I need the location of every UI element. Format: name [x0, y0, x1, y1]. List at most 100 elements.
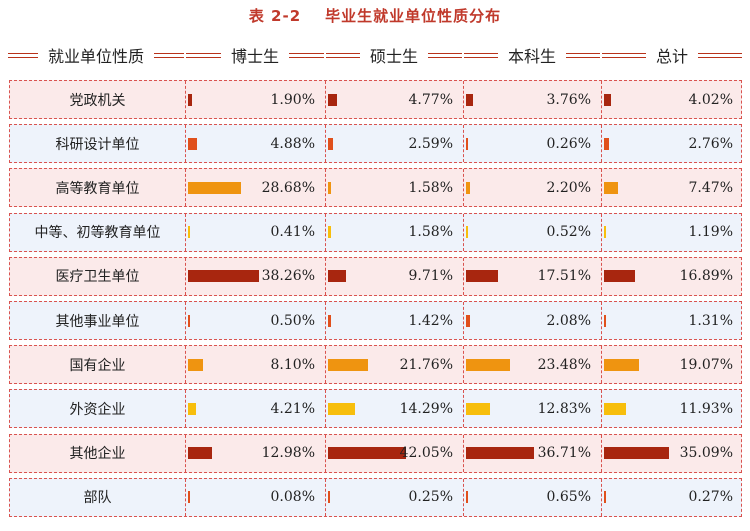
- table-row: 科研设计单位 4.88% 2.59% 0.26% 2.76%: [9, 124, 743, 164]
- bachelor-bar: [466, 270, 498, 283]
- phd-bar: [188, 270, 259, 283]
- category-cell: 其他事业单位: [10, 302, 186, 339]
- bachelor-cell: 36.71%: [464, 434, 602, 472]
- master-bar: [328, 137, 333, 150]
- total-cell: 0.27%: [602, 479, 743, 516]
- master-bar: [328, 314, 331, 327]
- master-cell: 1.58%: [326, 213, 464, 251]
- master-cell: 21.76%: [326, 346, 464, 384]
- category-cell: 外资企业: [10, 390, 186, 428]
- total-percentage: 19.07%: [679, 356, 733, 373]
- master-percentage: 2.59%: [408, 135, 453, 152]
- category-cell: 其他企业: [10, 434, 186, 472]
- total-bar: [604, 181, 618, 194]
- bachelor-percentage: 17.51%: [537, 268, 591, 285]
- master-percentage: 42.05%: [399, 445, 453, 462]
- category-cell: 国有企业: [10, 346, 186, 384]
- master-cell: 42.05%: [326, 434, 464, 472]
- total-bar: [604, 137, 609, 150]
- total-bar: [604, 93, 611, 106]
- category-cell: 中等、初等教育单位: [10, 213, 186, 251]
- category-cell: 党政机关: [10, 81, 186, 118]
- bachelor-bar: [466, 181, 470, 194]
- bachelor-cell: 2.08%: [464, 302, 602, 339]
- total-cell: 16.89%: [602, 258, 743, 295]
- phd-percentage: 4.88%: [270, 135, 315, 152]
- phd-cell: 0.08%: [186, 478, 326, 516]
- phd-bar: [188, 314, 190, 327]
- master-cell: 0.25%: [326, 478, 464, 516]
- phd-percentage: 8.10%: [270, 356, 315, 373]
- phd-cell: 12.98%: [186, 434, 326, 472]
- master-percentage: 1.42%: [408, 312, 453, 329]
- bachelor-bar: [466, 402, 490, 415]
- bachelor-percentage: 2.20%: [546, 179, 591, 196]
- master-cell: 9.71%: [326, 257, 464, 295]
- total-cell: 1.19%: [602, 214, 743, 251]
- table-title-text: 毕业生就业单位性质分布: [325, 7, 502, 25]
- phd-cell: 38.26%: [186, 257, 326, 295]
- total-cell: 2.76%: [602, 125, 743, 162]
- bachelor-bar: [466, 358, 510, 371]
- master-bar: [328, 447, 406, 460]
- master-percentage: 9.71%: [408, 268, 453, 285]
- total-cell: 4.02%: [602, 81, 743, 118]
- table-header: 就业单位性质 博士生 硕士生 本科生 总计: [8, 41, 743, 69]
- phd-percentage: 0.50%: [270, 312, 315, 329]
- header-bachelor-label: 本科生: [508, 47, 557, 66]
- bachelor-bar: [466, 491, 468, 504]
- total-cell: 35.09%: [602, 435, 743, 472]
- bachelor-bar: [466, 447, 534, 460]
- phd-bar: [188, 93, 192, 106]
- phd-percentage: 4.21%: [270, 400, 315, 417]
- phd-cell: 8.10%: [186, 346, 326, 384]
- bachelor-cell: 0.26%: [464, 125, 602, 163]
- phd-bar: [188, 181, 241, 194]
- phd-cell: 28.68%: [186, 169, 326, 207]
- header-phd: 博士生: [186, 41, 325, 69]
- table-row: 外资企业 4.21% 14.29% 12.83% 11.93%: [9, 389, 743, 429]
- phd-percentage: 38.26%: [261, 268, 315, 285]
- bachelor-bar: [466, 226, 468, 239]
- phd-cell: 1.90%: [186, 81, 326, 118]
- bachelor-cell: 0.65%: [464, 478, 602, 516]
- total-cell: 7.47%: [602, 169, 743, 206]
- total-cell: 1.31%: [602, 302, 743, 339]
- total-percentage: 4.02%: [688, 91, 733, 108]
- bachelor-percentage: 3.76%: [546, 91, 591, 108]
- total-bar: [604, 447, 669, 460]
- total-cell: 19.07%: [602, 346, 743, 383]
- master-bar: [328, 270, 346, 283]
- bachelor-cell: 2.20%: [464, 169, 602, 207]
- total-bar: [604, 314, 606, 327]
- master-cell: 14.29%: [326, 390, 464, 428]
- total-percentage: 1.31%: [688, 312, 733, 329]
- master-percentage: 1.58%: [408, 179, 453, 196]
- bachelor-bar: [466, 314, 470, 327]
- table-row: 中等、初等教育单位 0.41% 1.58% 0.52% 1.19%: [9, 212, 743, 252]
- master-bar: [328, 226, 331, 239]
- table-title: 表 2-2 毕业生就业单位性质分布: [0, 5, 750, 26]
- master-cell: 2.59%: [326, 125, 464, 163]
- total-percentage: 1.19%: [688, 224, 733, 241]
- header-category-label: 就业单位性质: [48, 47, 145, 66]
- master-cell: 1.42%: [326, 302, 464, 339]
- header-bachelor: 本科生: [464, 41, 601, 69]
- master-bar: [328, 402, 355, 415]
- bachelor-cell: 23.48%: [464, 346, 602, 384]
- bachelor-bar: [466, 137, 468, 150]
- table-number: 表 2-2: [248, 7, 302, 25]
- total-bar: [604, 270, 635, 283]
- phd-percentage: 28.68%: [261, 179, 315, 196]
- master-percentage: 1.58%: [408, 224, 453, 241]
- phd-bar: [188, 447, 212, 460]
- total-percentage: 16.89%: [679, 268, 733, 285]
- bachelor-cell: 0.52%: [464, 213, 602, 251]
- bachelor-percentage: 23.48%: [537, 356, 591, 373]
- phd-bar: [188, 358, 203, 371]
- table-row: 医疗卫生单位 38.26% 9.71% 17.51% 16.89%: [9, 256, 743, 296]
- bachelor-percentage: 36.71%: [537, 445, 591, 462]
- total-percentage: 11.93%: [679, 400, 733, 417]
- phd-cell: 0.50%: [186, 302, 326, 339]
- total-cell: 11.93%: [602, 390, 743, 427]
